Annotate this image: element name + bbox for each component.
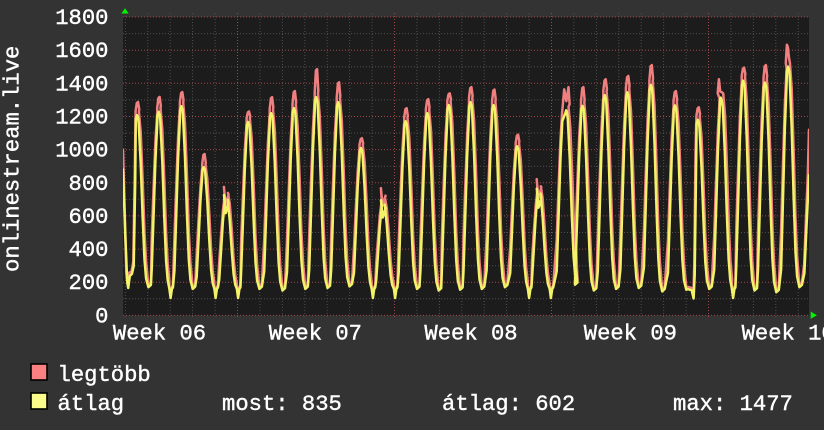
svg-text:Week 07: Week 07 <box>269 322 362 347</box>
svg-text:Week 08: Week 08 <box>424 322 517 347</box>
svg-text:Week 09: Week 09 <box>584 322 677 347</box>
svg-text:legtöbb: legtöbb <box>58 363 151 388</box>
svg-text:1400: 1400 <box>55 72 108 97</box>
svg-text:Week 06: Week 06 <box>113 322 206 347</box>
svg-text:most: 835: most: 835 <box>222 392 342 417</box>
svg-text:átlag: átlag <box>58 392 125 417</box>
svg-text:600: 600 <box>69 205 109 230</box>
svg-text:1600: 1600 <box>55 39 108 64</box>
svg-text:átlag: 602: átlag: 602 <box>442 392 575 417</box>
svg-text:Week 10: Week 10 <box>742 322 824 347</box>
svg-text:400: 400 <box>69 238 109 263</box>
svg-text:max: 1477: max: 1477 <box>673 392 793 417</box>
svg-text:800: 800 <box>69 172 109 197</box>
svg-text:1000: 1000 <box>55 139 108 164</box>
svg-text:1800: 1800 <box>55 6 108 31</box>
svg-text:onlinestream.live: onlinestream.live <box>1 46 26 272</box>
svg-text:200: 200 <box>69 271 109 296</box>
svg-text:0: 0 <box>95 304 108 329</box>
svg-text:1200: 1200 <box>55 106 108 131</box>
